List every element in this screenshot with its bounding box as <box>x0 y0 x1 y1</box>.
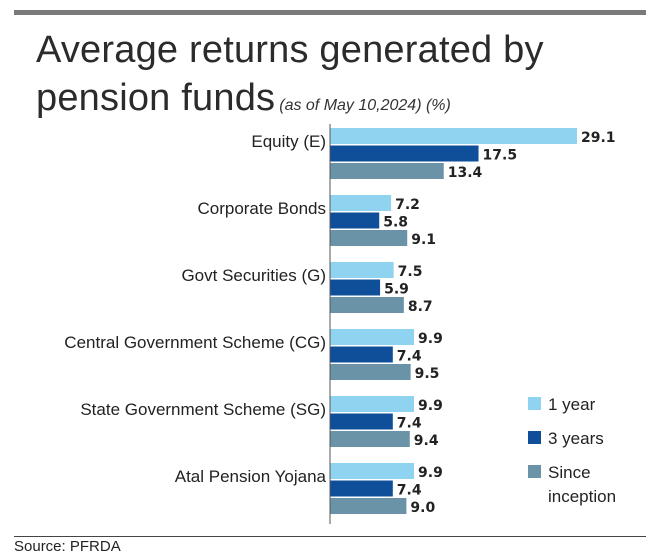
bottom-rule <box>14 536 646 537</box>
value-label-since-inception: 8.7 <box>408 299 433 315</box>
legend-label-3-years: 3 years <box>548 429 604 448</box>
bar-1-year <box>330 262 394 278</box>
value-label-3-years: 7.4 <box>397 416 422 432</box>
value-label-since-inception: 13.4 <box>448 165 483 181</box>
value-label-3-years: 17.5 <box>483 148 518 164</box>
source-note: Source: PFRDA <box>14 538 121 555</box>
bar-3-years <box>330 346 393 363</box>
value-label-since-inception: 9.0 <box>410 500 435 516</box>
category-label: Atal Pension Yojana <box>175 467 327 486</box>
bars-group <box>330 128 577 514</box>
category-label: State Government Scheme (SG) <box>80 400 326 419</box>
bar-since-inception <box>330 163 444 179</box>
category-label: Central Government Scheme (CG) <box>64 333 326 352</box>
value-label-3-years: 5.9 <box>384 282 409 298</box>
bar-3-years <box>330 145 479 162</box>
bar-since-inception <box>330 297 404 313</box>
value-label-1-year: 9.9 <box>418 398 443 414</box>
labels-group: Equity (E) 29.1 17.513.4 Corporate Bonds 7.2… <box>64 130 615 516</box>
value-label-since-inception: 9.4 <box>414 433 439 449</box>
value-label-3-years: 7.4 <box>397 349 422 365</box>
bar-3-years <box>330 413 393 430</box>
value-label-1-year: 9.9 <box>418 465 443 481</box>
legend: 1 year 3 years Since inception <box>528 395 616 506</box>
top-rule <box>14 10 646 15</box>
value-label-3-years: 5.8 <box>383 215 408 231</box>
legend-label-since-inception: inception <box>548 487 616 506</box>
chart-title: Average returns generated by pension fun… <box>36 26 636 130</box>
bar-since-inception <box>330 431 410 447</box>
bar-since-inception <box>330 364 411 380</box>
bar-3-years <box>330 480 393 497</box>
bar-1-year <box>330 329 415 345</box>
value-label-1-year: 9.9 <box>418 331 443 347</box>
bar-since-inception <box>330 230 408 246</box>
value-label-1-year: 29.1 <box>581 130 616 146</box>
chart-subtitle: (as of May 10,2024) (%) <box>279 97 451 114</box>
value-label-1-year: 7.2 <box>395 197 420 213</box>
legend-swatch-since-inception <box>528 465 541 478</box>
chart-title-text: Average returns generated by pension fun… <box>36 29 544 119</box>
bar-3-years <box>330 279 381 296</box>
value-label-1-year: 7.5 <box>398 264 423 280</box>
bar-3-years <box>330 212 380 229</box>
legend-label-1-year: 1 year <box>548 395 596 414</box>
category-label: Equity (E) <box>251 132 326 151</box>
bar-1-year <box>330 396 415 412</box>
bar-1-year <box>330 463 415 479</box>
category-label: Corporate Bonds <box>197 199 326 218</box>
legend-label-since-inception: Since <box>548 463 591 482</box>
value-label-since-inception: 9.5 <box>415 366 440 382</box>
category-label: Govt Securities (G) <box>181 266 326 285</box>
bar-since-inception <box>330 498 407 514</box>
bar-1-year <box>330 195 392 211</box>
value-label-3-years: 7.4 <box>397 483 422 499</box>
legend-swatch-3-years <box>528 431 541 444</box>
legend-swatch-1-year <box>528 397 541 410</box>
bar-1-year <box>330 128 577 144</box>
value-label-since-inception: 9.1 <box>411 232 436 248</box>
